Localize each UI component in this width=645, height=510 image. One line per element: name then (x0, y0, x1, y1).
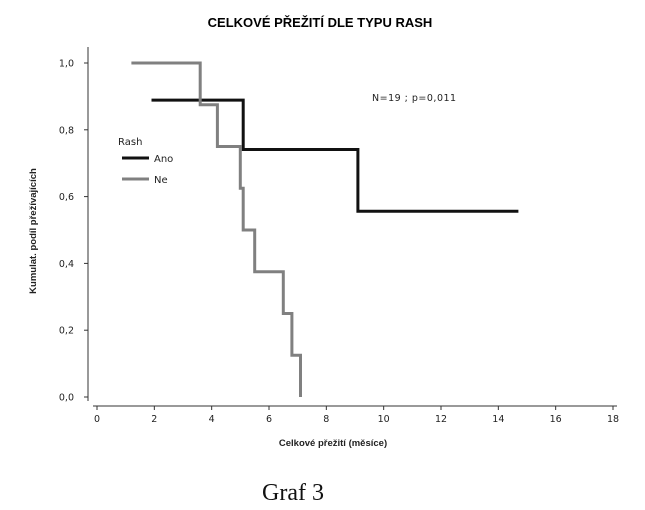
y-tick-label: 0,2 (59, 326, 74, 337)
y-tick-label: 0,4 (59, 259, 74, 270)
legend: Rash Ano Ne (118, 137, 173, 186)
x-tick-label: 16 (550, 414, 562, 425)
x-axis-label: Celkové přežití (měsíce) (279, 438, 387, 449)
legend-label-ano: Ano (154, 154, 173, 165)
series-line-ano (151, 98, 519, 213)
y-tick-label: 0,8 (59, 125, 74, 136)
figure-caption: Graf 3 (262, 480, 324, 506)
x-tick-label: 18 (607, 414, 619, 425)
y-ticks: 0,0 0,2 0,4 0,6 0,8 1,0 (59, 59, 88, 404)
y-tick-label: 0,6 (59, 192, 74, 203)
x-tick-label: 6 (266, 414, 272, 425)
x-tick-label: 0 (94, 414, 100, 425)
y-tick-label: 1,0 (59, 59, 74, 70)
x-tick-label: 14 (492, 414, 504, 425)
x-ticks: 0 2 4 6 8 10 12 14 16 18 (94, 406, 619, 425)
legend-label-ne: Ne (154, 175, 168, 186)
series-layer (131, 61, 519, 397)
y-tick-label: 0,0 (59, 393, 74, 404)
x-tick-label: 10 (378, 414, 390, 425)
x-tick-label: 2 (151, 414, 157, 425)
y-axis-label: Kumulat. podíl přežívajících (28, 168, 39, 294)
axes (87, 47, 617, 407)
series-line-ne (131, 61, 302, 397)
x-tick-label: 12 (435, 414, 447, 425)
chart-title: CELKOVÉ PŘEŽITÍ DLE TYPU RASH (208, 15, 433, 30)
x-tick-label: 4 (209, 414, 215, 425)
x-tick-label: 8 (323, 414, 329, 425)
stats-annotation: N=19 ; p=0,011 (372, 93, 457, 104)
legend-title: Rash (118, 137, 142, 148)
